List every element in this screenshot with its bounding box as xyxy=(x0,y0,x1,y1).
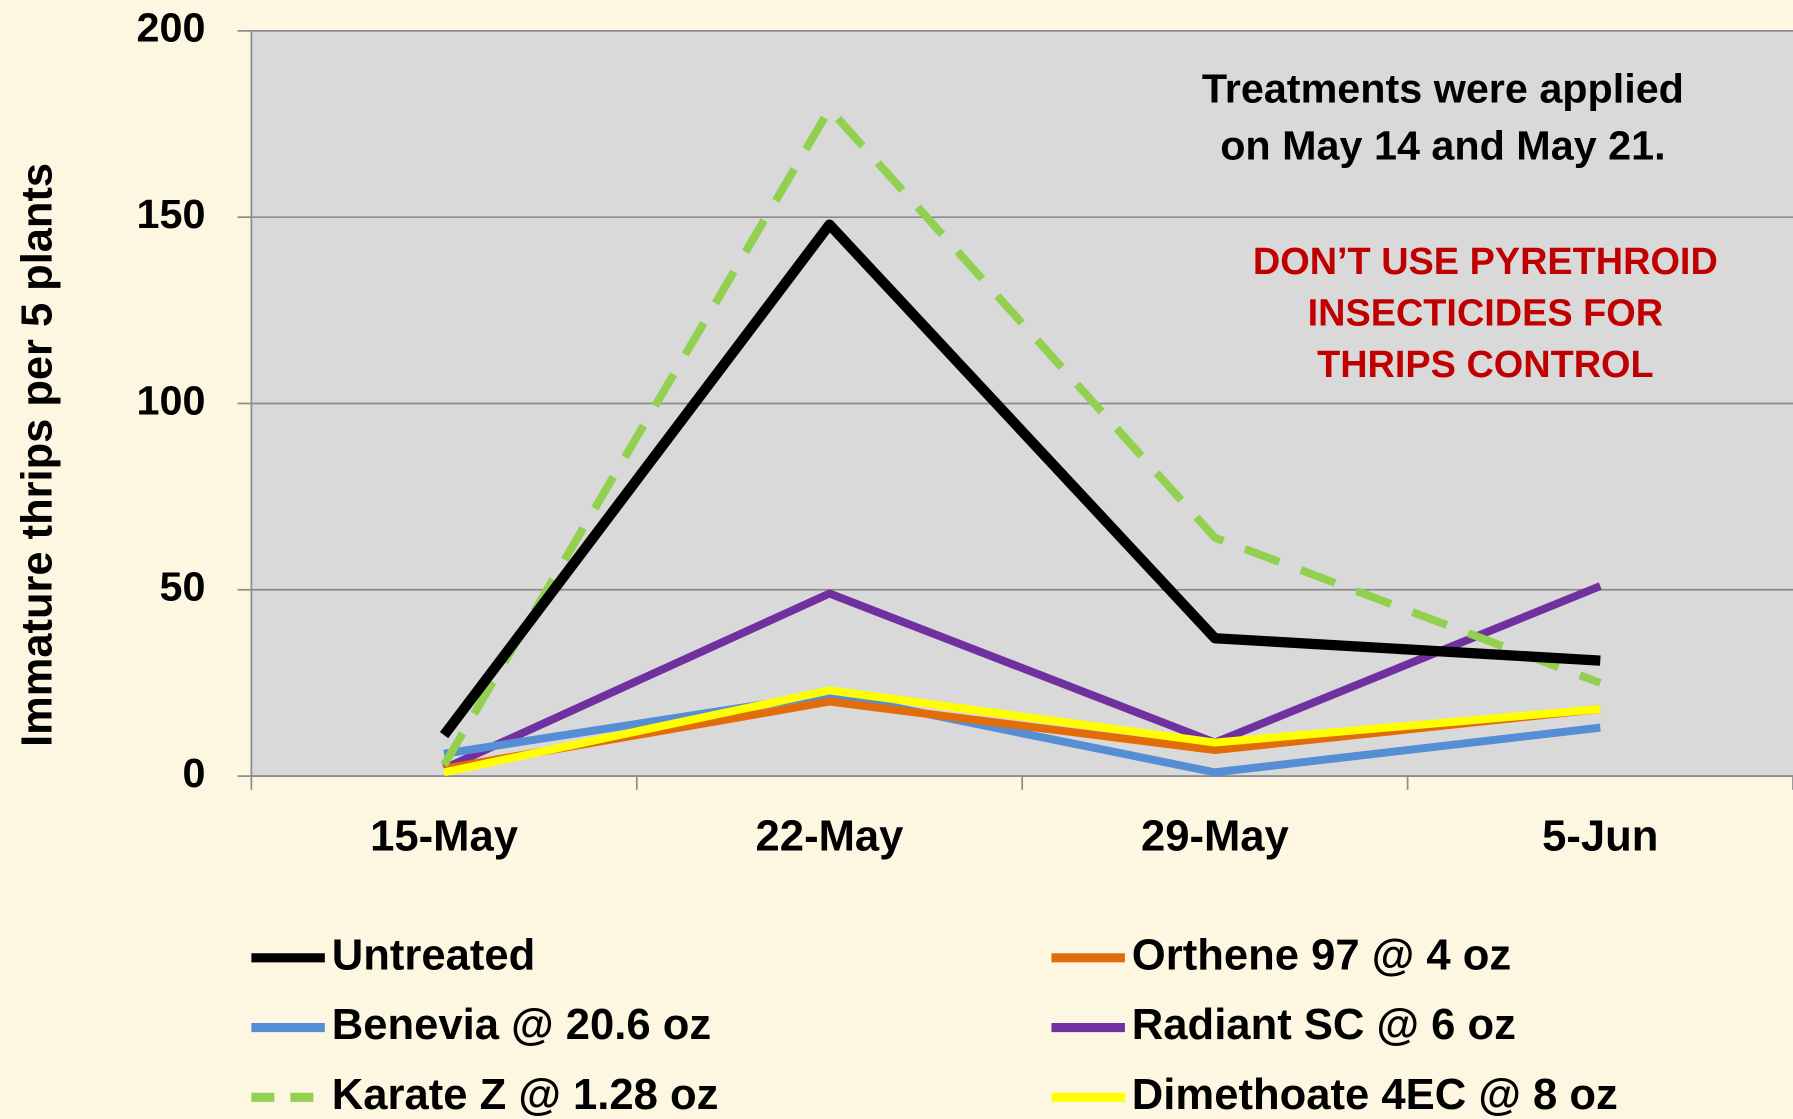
x-tick-label: 22-May xyxy=(756,813,904,861)
series-line xyxy=(443,686,1601,777)
legend-label: Dimethoate 4EC @ 8 oz xyxy=(1132,1071,1618,1119)
warning: DON’T USE PYRETHROID xyxy=(1253,241,1718,283)
y-tick-label: 150 xyxy=(137,191,206,237)
legend-label: Karate Z @ 1.28 oz xyxy=(332,1071,719,1119)
legend-label: Orthene 97 @ 4 oz xyxy=(1132,931,1511,979)
y-tick-label: 0 xyxy=(182,750,205,796)
series-line xyxy=(440,105,1602,767)
x-tick-label: 5-Jun xyxy=(1542,813,1658,861)
annotation: on May 14 and May 21. xyxy=(1220,123,1665,169)
series-line xyxy=(443,690,1601,777)
series-line xyxy=(442,582,1602,773)
x-tick-label: 29-May xyxy=(1141,813,1289,861)
legend-label: Radiant SC @ 6 oz xyxy=(1132,1001,1516,1049)
warning: INSECTICIDES FOR xyxy=(1308,293,1664,335)
y-tick-label: 50 xyxy=(160,564,206,610)
y-tick-label: 100 xyxy=(137,377,206,423)
warning: THRIPS CONTROL xyxy=(1317,344,1654,386)
annotation: Treatments were applied xyxy=(1202,65,1684,111)
legend-label: Benevia @ 20.6 oz xyxy=(332,1001,711,1049)
y-tick-label: 200 xyxy=(137,5,206,51)
x-tick-label: 15-May xyxy=(370,813,518,861)
legend-label: Untreated xyxy=(332,931,536,979)
y-axis-label: Immature thrips per 5 plants xyxy=(14,163,62,747)
series-line xyxy=(439,219,1601,739)
